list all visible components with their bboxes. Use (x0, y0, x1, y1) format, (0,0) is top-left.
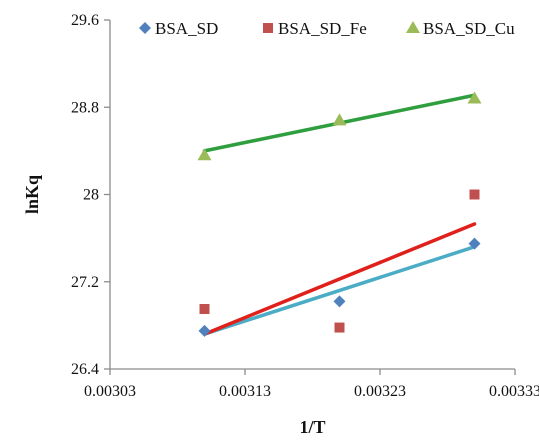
data-point (198, 324, 211, 337)
y-tick-label: 28.8 (71, 99, 99, 116)
data-point (467, 91, 482, 104)
legend-label: BSA_SD (155, 19, 218, 38)
trendline (202, 245, 477, 336)
x-tick-label: 0.00333 (489, 383, 539, 400)
legend-marker (406, 21, 420, 33)
x-axis-ticks: 0.00303 0.00313 0.00323 0.00333 (84, 369, 539, 400)
x-tick-label: 0.00303 (84, 383, 136, 400)
x-tick-label: 0.00313 (219, 383, 271, 400)
y-axis-title: lnKq (22, 175, 42, 214)
data-point (334, 322, 345, 333)
legend-marker (139, 22, 151, 34)
data-points (197, 91, 482, 337)
trendline (202, 222, 477, 336)
data-point (333, 295, 346, 308)
data-point (332, 113, 347, 126)
legend-marker (263, 23, 273, 33)
axes: 26.4 27.2 28 28.8 29.6 0.00303 0.00313 0.00323… (71, 12, 539, 400)
legend: BSA_SD BSA_SD_Fe BSA_SD_Cu (139, 19, 515, 38)
x-axis-title: 1/T (299, 417, 325, 437)
data-point (197, 148, 212, 161)
data-point (468, 237, 481, 250)
y-tick-label: 29.6 (71, 12, 99, 29)
legend-label: BSA_SD_Cu (423, 19, 515, 38)
data-point (199, 304, 210, 315)
y-tick-label: 26.4 (71, 361, 99, 378)
legend-label: BSA_SD_Fe (278, 19, 367, 38)
y-axis-ticks: 26.4 27.2 28 28.8 29.6 (71, 12, 110, 378)
y-tick-label: 27.2 (71, 274, 99, 291)
x-tick-label: 0.00323 (354, 383, 406, 400)
y-tick-label: 28 (83, 187, 99, 204)
data-point (469, 189, 480, 200)
